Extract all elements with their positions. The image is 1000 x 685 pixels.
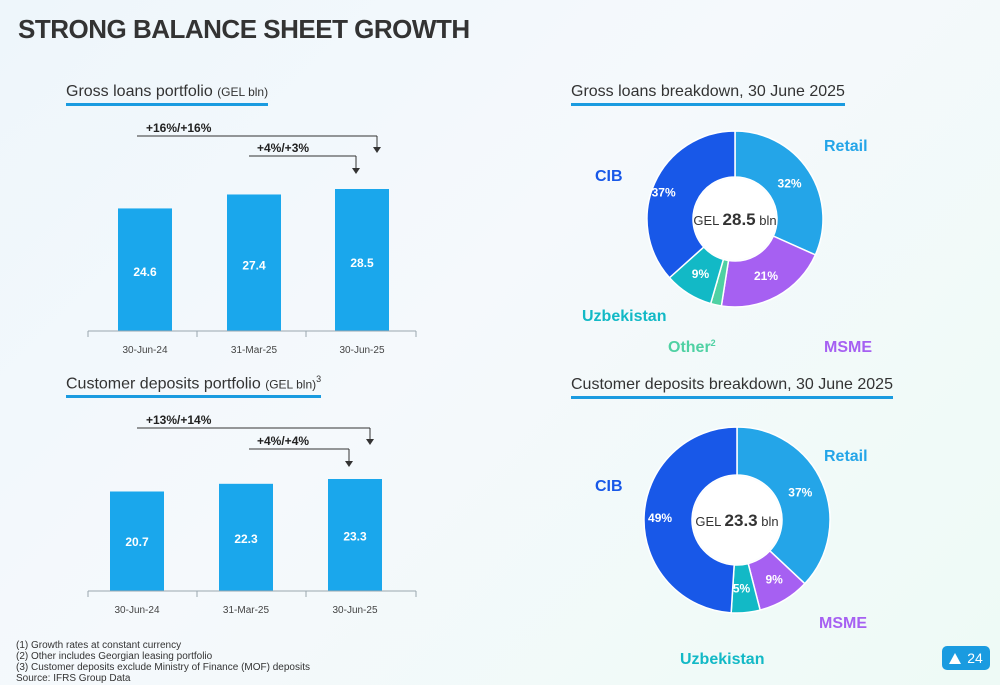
deposits-pie-slice-retail — [736, 426, 831, 585]
deposits-bar-title-text: Customer deposits portfolio — [66, 375, 261, 393]
footnote-source: Source: IFRS Group Data — [16, 673, 131, 684]
loans-pie-center-suffix: bln — [756, 213, 777, 228]
deposits-bar-1 — [219, 483, 273, 591]
deposits-growth-yoy-arrow — [366, 439, 374, 445]
loans-pie-legend-other-sup: 2 — [711, 338, 716, 348]
loans-pie-title: Gross loans breakdown, 30 June 2025 — [571, 83, 845, 106]
deposits-growth-qoq-arrow — [345, 461, 353, 467]
loans-pie-legend-msme: MSME — [824, 339, 872, 356]
page-number-badge: 24 — [942, 646, 990, 670]
loans-pie-center — [694, 178, 776, 260]
deposits-bar-0 — [110, 491, 164, 591]
deposits-pie-center-suffix: bln — [758, 514, 779, 529]
deposits-pie-center — [693, 476, 781, 564]
loans-pie-legend-other: Other2 — [668, 338, 716, 356]
deposits-bar-title: Customer deposits portfolio (GEL bln)3 — [66, 374, 322, 399]
deposits-pie-legend-cib: CIB — [595, 478, 623, 495]
deposits-pie-center-label: GEL 23.3 bln — [695, 511, 778, 530]
deposits-pie-legend-msme: MSME — [819, 615, 867, 632]
loans-pie-center-value: 28.5 — [723, 210, 756, 229]
loans-pie-slice-retail — [734, 130, 824, 256]
deposits-growth-qoq-label: +4%/+4% — [257, 434, 309, 448]
loans-pie-legend-cib: CIB — [595, 168, 623, 185]
deposits-bar-2 — [328, 479, 382, 591]
page-number: 24 — [967, 650, 983, 666]
deposits-pie-center-value: 23.3 — [725, 511, 758, 530]
loans-pie-center-label: GEL 28.5 bln — [693, 210, 776, 229]
loans-pie-slice-label-cib: 37% — [652, 186, 676, 200]
deposits-pie-slice-label-retail: 37% — [788, 486, 812, 500]
loans-pie-slice-label-retail: 32% — [778, 177, 802, 191]
deposits-value-label-0: 20.7 — [125, 535, 149, 549]
footnote-3: (3) Customer deposits exclude Ministry o… — [16, 662, 310, 673]
loans-bar-title-text: Gross loans portfolio — [66, 83, 213, 100]
loans-value-label-1: 27.4 — [242, 259, 266, 273]
footnotes: (1) Growth rates at constant currency (2… — [16, 640, 310, 684]
deposits-pie-legend-uzbekistan: Uzbekistan — [680, 651, 764, 668]
deposits-pie-center-prefix: GEL — [695, 514, 724, 529]
loans-value-label-2: 28.5 — [350, 256, 374, 270]
footnote-1: (1) Growth rates at constant currency — [16, 640, 182, 651]
loans-growth-yoy-label: +16%/+16% — [146, 121, 212, 135]
loans-bar-0 — [118, 208, 172, 331]
deposits-pie-slice-cib — [643, 426, 738, 614]
loans-bar-chart: 24.6 30-Jun-24 27.4 31-Mar-25 28.5 30-Jun-25 +… — [87, 121, 417, 356]
loans-xtick-0: 30-Jun-24 — [122, 345, 167, 356]
deposits-value-label-1: 22.3 — [234, 532, 258, 546]
deposits-pie-title: Customer deposits breakdown, 30 June 202… — [571, 376, 893, 399]
loans-growth-qoq-label: +4%/+3% — [257, 141, 309, 155]
loans-bar-2 — [335, 189, 389, 331]
deposits-growth-yoy-label: +13%/+14% — [146, 413, 212, 427]
deposits-bar-unit: (GEL bln) — [265, 377, 317, 392]
deposits-pie-slice-label-msme: 9% — [765, 572, 783, 586]
loans-pie-legend-retail: Retail — [824, 138, 868, 155]
deposits-value-label-2: 23.3 — [343, 530, 367, 544]
page-title: STRONG BALANCE SHEET GROWTH — [18, 14, 470, 44]
loans-growth-yoy-arrow — [373, 147, 381, 153]
loans-bar-unit: (GEL bln) — [217, 85, 269, 99]
loans-xtick-1: 31-Mar-25 — [231, 345, 278, 356]
loans-pie-center-prefix: GEL — [693, 213, 722, 228]
deposits-pie-chart: 37% Retail 9% MSME 5% Uzbekistan 49% CIB GEL 23.… — [595, 426, 868, 668]
deposits-xtick-2: 30-Jun-25 — [332, 605, 377, 616]
loans-growth-qoq-arrow — [352, 168, 360, 174]
deposits-bar-chart: 20.7 30-Jun-24 22.3 31-Mar-25 23.3 30-Jun-25 +… — [87, 413, 417, 616]
loans-bar-title: Gross loans portfolio (GEL bln) — [66, 83, 269, 106]
deposits-pie-slice-label-cib: 49% — [648, 511, 672, 525]
loans-bar-1 — [227, 194, 281, 331]
loans-pie-chart: 32%Retail21%MSME2%Other29%Uzbekistan37%C… — [582, 130, 872, 356]
loans-pie-slice-cib — [646, 130, 736, 279]
footnote-2: (2) Other includes Georgian leasing port… — [16, 651, 213, 662]
loans-pie-legend-uzbekistan: Uzbekistan — [582, 308, 666, 325]
loans-pie-slice-label-msme: 21% — [754, 269, 778, 283]
loans-xtick-2: 30-Jun-25 — [339, 345, 384, 356]
deposits-pie-slice-label-uzbekistan: 5% — [733, 582, 751, 596]
deposits-pie-legend-retail: Retail — [824, 448, 868, 465]
logo-icon — [949, 652, 962, 664]
deposits-xtick-1: 31-Mar-25 — [223, 605, 270, 616]
deposits-xtick-0: 30-Jun-24 — [114, 605, 159, 616]
loans-pie-slice-label-uzbekistan: 9% — [692, 267, 710, 281]
deposits-bar-unit-sup: 3 — [316, 374, 322, 384]
loans-value-label-0: 24.6 — [133, 265, 157, 279]
